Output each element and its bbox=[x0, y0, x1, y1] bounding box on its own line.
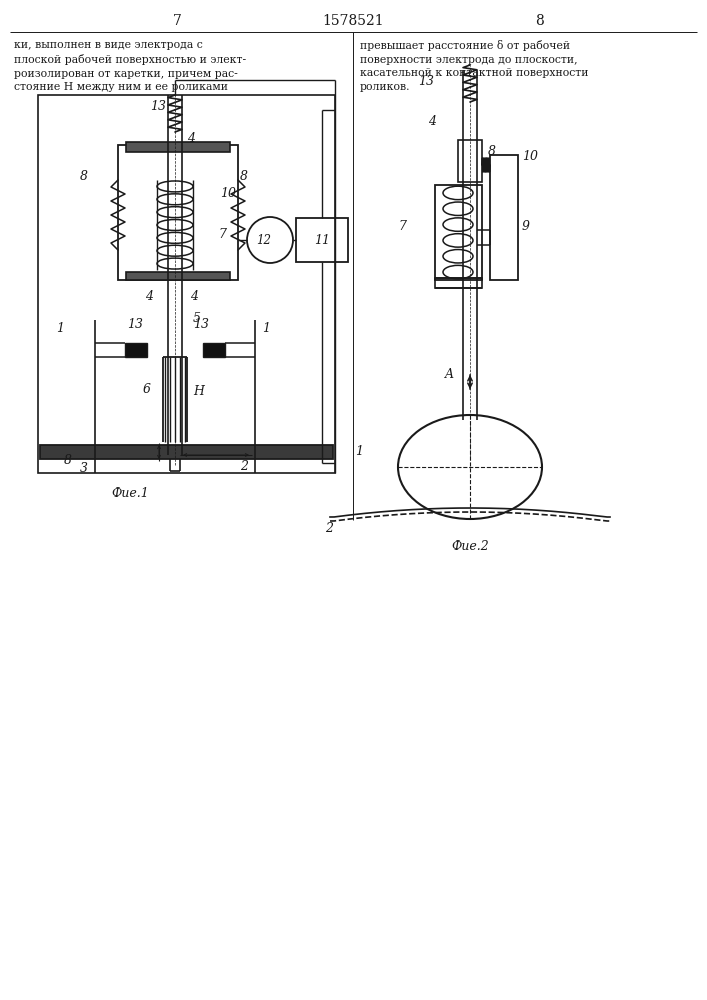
Text: Фие.1: Фие.1 bbox=[111, 487, 149, 500]
Text: 1: 1 bbox=[56, 322, 64, 335]
Text: 13: 13 bbox=[418, 75, 434, 88]
Text: 12: 12 bbox=[257, 233, 271, 246]
Text: 10: 10 bbox=[522, 150, 538, 163]
Text: 8: 8 bbox=[240, 170, 248, 183]
Text: Фие.2: Фие.2 bbox=[451, 540, 489, 553]
Text: 13: 13 bbox=[150, 100, 166, 113]
Text: 8: 8 bbox=[80, 170, 88, 183]
Text: ки, выполнен в виде электрода с
плоской рабочей поверхностью и элект-
роизолиров: ки, выполнен в виде электрода с плоской … bbox=[14, 40, 246, 92]
Bar bbox=[126, 142, 230, 152]
Text: 4: 4 bbox=[145, 290, 153, 303]
Bar bbox=[435, 278, 482, 288]
Text: 4: 4 bbox=[190, 290, 198, 303]
Text: 13: 13 bbox=[127, 318, 143, 331]
Text: 5: 5 bbox=[193, 312, 201, 325]
Bar bbox=[125, 343, 147, 357]
Text: 13: 13 bbox=[193, 318, 209, 331]
Bar bbox=[458, 140, 482, 182]
Text: 4: 4 bbox=[428, 115, 436, 128]
Text: 8: 8 bbox=[536, 14, 544, 28]
Text: 7: 7 bbox=[173, 14, 182, 28]
Bar bbox=[490, 155, 518, 280]
Bar bbox=[203, 343, 225, 357]
Bar bbox=[40, 445, 333, 459]
Bar bbox=[38, 95, 335, 473]
Text: 7: 7 bbox=[398, 220, 406, 233]
Text: 4: 4 bbox=[187, 132, 195, 145]
Text: 2: 2 bbox=[240, 460, 248, 473]
Text: 8: 8 bbox=[64, 454, 72, 467]
Text: 1: 1 bbox=[355, 445, 363, 458]
Text: 2: 2 bbox=[325, 522, 333, 535]
Bar bbox=[126, 272, 230, 280]
Text: 1578521: 1578521 bbox=[322, 14, 384, 28]
Text: A: A bbox=[445, 368, 454, 381]
Text: 6: 6 bbox=[143, 383, 151, 396]
Text: H: H bbox=[193, 385, 204, 398]
Text: 1: 1 bbox=[262, 322, 270, 335]
Text: 10: 10 bbox=[220, 187, 236, 200]
Bar bbox=[435, 185, 482, 280]
Text: 9: 9 bbox=[522, 220, 530, 233]
Text: 7: 7 bbox=[218, 228, 226, 241]
Text: превышает расстояние δ от рабочей
поверхности электрода до плоскости,
касательно: превышает расстояние δ от рабочей поверх… bbox=[360, 40, 588, 92]
Bar bbox=[296, 218, 348, 262]
Text: 8: 8 bbox=[488, 145, 496, 158]
Text: 3: 3 bbox=[80, 462, 88, 475]
Bar bbox=[118, 145, 238, 280]
Text: 11: 11 bbox=[314, 233, 330, 246]
